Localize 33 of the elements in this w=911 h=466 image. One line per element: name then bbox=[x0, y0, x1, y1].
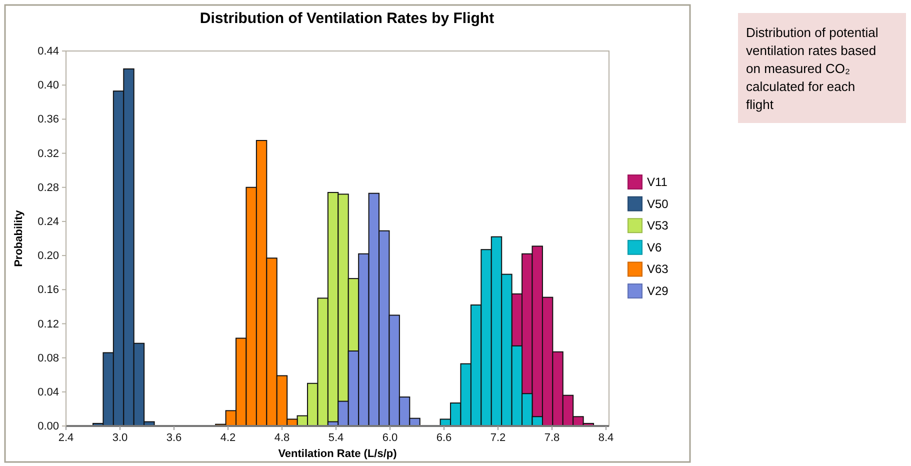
y-tick-label: 0.00 bbox=[38, 420, 59, 433]
y-tick-label: 0.20 bbox=[38, 250, 59, 262]
x-tick-label: 4.8 bbox=[274, 432, 290, 444]
y-axis-title: Probability bbox=[13, 209, 25, 267]
x-tick-label: 3.6 bbox=[166, 432, 182, 444]
y-tick-label: 0.16 bbox=[38, 284, 59, 296]
y-tick-label: 0.12 bbox=[38, 318, 59, 330]
y-tick-label: 0.44 bbox=[38, 46, 59, 58]
x-tick-label: 4.2 bbox=[220, 432, 236, 444]
x-tick-label: 7.2 bbox=[490, 432, 506, 444]
legend-label: V53 bbox=[647, 218, 669, 233]
y-tick-label: 0.24 bbox=[38, 216, 59, 228]
legend-label: V63 bbox=[647, 262, 669, 276]
y-tick-label: 0.40 bbox=[38, 80, 59, 92]
legend-label: V29 bbox=[647, 284, 669, 298]
x-tick-label: 6.0 bbox=[382, 432, 398, 444]
y-tick-label: 0.08 bbox=[38, 352, 59, 364]
y-tick-label: 0.04 bbox=[38, 386, 59, 398]
x-axis-title: Ventilation Rate (L/s/p) bbox=[278, 448, 398, 460]
x-tick-label: 8.4 bbox=[598, 432, 614, 444]
legend-label: V6 bbox=[647, 240, 662, 254]
y-tick-label: 0.28 bbox=[38, 182, 59, 194]
x-tick-label: 5.4 bbox=[328, 432, 344, 444]
x-tick-label: 7.8 bbox=[544, 432, 560, 444]
y-tick-label: 0.32 bbox=[38, 148, 59, 160]
x-tick-label: 3.0 bbox=[112, 432, 128, 444]
legend-label: V11 bbox=[647, 175, 668, 189]
chart-title: Distribution of Ventilation Rates by Flight bbox=[200, 10, 494, 27]
x-tick-label: 2.4 bbox=[58, 432, 74, 444]
legend-label: V50 bbox=[647, 196, 669, 211]
x-tick-label: 6.6 bbox=[436, 432, 452, 444]
y-tick-label: 0.36 bbox=[38, 114, 59, 126]
text: Distribution of potential ventilation rates based on measured CO₂ calculated for each flight bbox=[746, 25, 878, 112]
